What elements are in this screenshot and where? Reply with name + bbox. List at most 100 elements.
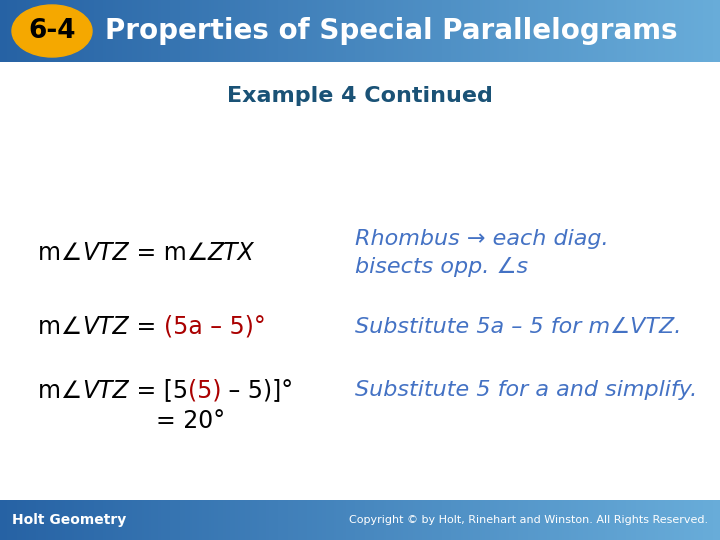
Bar <box>127 0 130 62</box>
Bar <box>29 0 31 62</box>
Bar <box>27 500 29 540</box>
Text: VTZ: VTZ <box>82 315 129 339</box>
Bar <box>545 500 547 540</box>
Text: ∠: ∠ <box>61 315 82 339</box>
Bar <box>583 500 585 540</box>
Bar <box>662 0 665 62</box>
Bar <box>286 500 288 540</box>
Bar <box>178 500 180 540</box>
Bar <box>693 500 696 540</box>
Bar <box>300 500 302 540</box>
Text: Properties of Special Parallelograms: Properties of Special Parallelograms <box>105 17 678 45</box>
Bar <box>581 500 583 540</box>
Text: 6-4: 6-4 <box>28 18 76 44</box>
Text: = [5: = [5 <box>129 379 188 402</box>
Text: = m: = m <box>129 240 186 265</box>
Bar <box>269 0 271 62</box>
Bar <box>408 500 410 540</box>
Bar <box>341 500 343 540</box>
Bar <box>305 0 307 62</box>
Bar <box>151 500 153 540</box>
Bar <box>425 500 427 540</box>
Bar <box>58 0 60 62</box>
Bar <box>487 500 490 540</box>
Bar <box>288 0 290 62</box>
Bar <box>207 500 209 540</box>
Bar <box>506 500 509 540</box>
Bar <box>667 500 670 540</box>
Bar <box>437 500 439 540</box>
Bar <box>14 0 17 62</box>
Bar <box>194 500 197 540</box>
Bar <box>360 500 362 540</box>
Bar <box>567 500 569 540</box>
Bar <box>518 500 521 540</box>
Bar <box>79 500 81 540</box>
Bar <box>315 0 317 62</box>
Bar <box>468 0 470 62</box>
Bar <box>531 500 533 540</box>
Bar <box>554 0 557 62</box>
Bar <box>223 0 225 62</box>
Bar <box>423 500 425 540</box>
Bar <box>19 0 22 62</box>
Bar <box>693 0 696 62</box>
Bar <box>38 500 41 540</box>
Bar <box>684 500 686 540</box>
Bar <box>269 500 271 540</box>
Bar <box>598 0 600 62</box>
Text: ZTX: ZTX <box>207 240 254 265</box>
Bar <box>398 500 401 540</box>
Bar <box>117 500 120 540</box>
Bar <box>115 500 117 540</box>
Bar <box>333 500 336 540</box>
Bar <box>36 500 38 540</box>
Bar <box>158 500 161 540</box>
Bar <box>653 0 655 62</box>
Bar <box>355 500 358 540</box>
Bar <box>235 500 238 540</box>
Bar <box>542 500 545 540</box>
Bar <box>295 0 297 62</box>
Bar <box>473 500 475 540</box>
Bar <box>326 500 329 540</box>
Bar <box>120 0 122 62</box>
Bar <box>655 500 657 540</box>
Bar <box>648 0 650 62</box>
Bar <box>250 0 252 62</box>
Bar <box>223 500 225 540</box>
Bar <box>199 0 202 62</box>
Bar <box>629 500 631 540</box>
Bar <box>369 0 372 62</box>
Bar <box>701 500 703 540</box>
Bar <box>509 0 511 62</box>
Bar <box>526 500 528 540</box>
Bar <box>684 0 686 62</box>
Bar <box>120 500 122 540</box>
Bar <box>358 500 360 540</box>
Bar <box>451 500 454 540</box>
Bar <box>271 0 274 62</box>
Bar <box>63 0 65 62</box>
Bar <box>189 0 192 62</box>
Bar <box>94 0 96 62</box>
Bar <box>0 500 2 540</box>
Bar <box>482 0 485 62</box>
Bar <box>319 500 322 540</box>
Bar <box>538 0 540 62</box>
Bar <box>696 500 698 540</box>
Bar <box>274 0 276 62</box>
Bar <box>276 500 279 540</box>
Bar <box>178 0 180 62</box>
Bar <box>614 0 617 62</box>
Bar <box>281 500 283 540</box>
Bar <box>535 0 538 62</box>
Text: m: m <box>38 240 61 265</box>
Bar <box>590 0 593 62</box>
Bar <box>322 500 324 540</box>
Bar <box>405 500 408 540</box>
Bar <box>197 500 199 540</box>
Text: – 5)]°: – 5)]° <box>221 379 294 402</box>
Bar <box>17 0 19 62</box>
Bar <box>300 0 302 62</box>
